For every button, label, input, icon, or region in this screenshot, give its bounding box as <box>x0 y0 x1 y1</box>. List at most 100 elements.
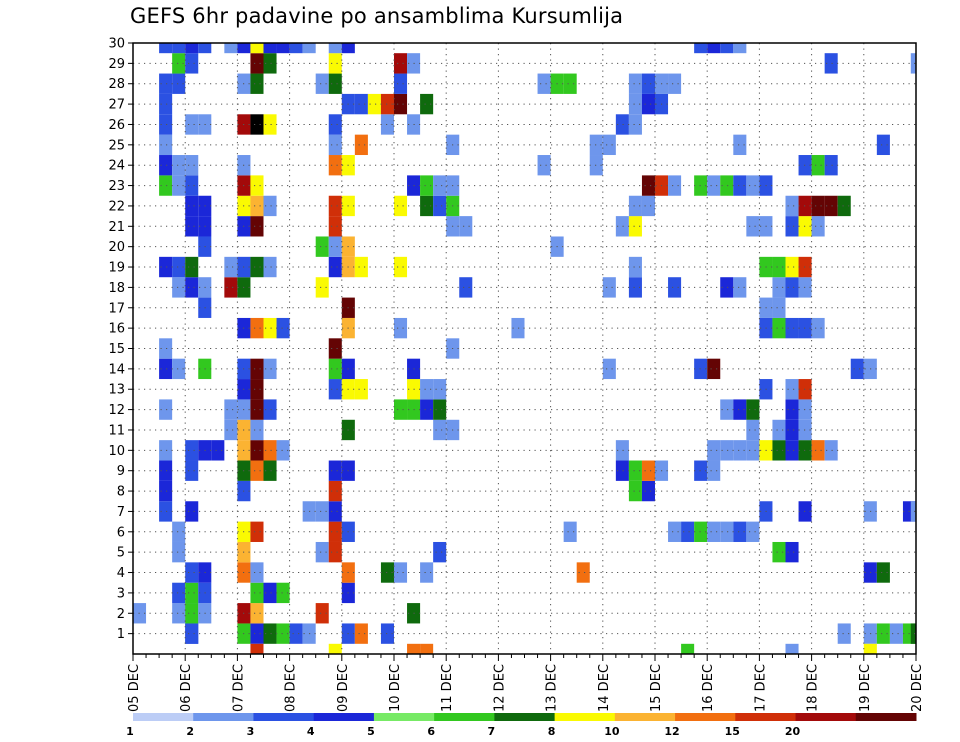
heatmap-cell <box>785 643 799 654</box>
x-tick-label: 16 DEC <box>701 664 716 712</box>
heatmap-cell <box>641 175 655 196</box>
heatmap-cell <box>785 195 799 217</box>
heatmap-cell <box>459 216 473 237</box>
heatmap-cell <box>694 43 708 54</box>
x-tick-label: 05 DEC <box>127 664 142 712</box>
heatmap-cell <box>772 297 786 318</box>
heatmap-cell <box>159 399 173 420</box>
heatmap-cell <box>628 216 642 237</box>
heatmap-cell <box>328 379 342 400</box>
heatmap-cell <box>328 480 342 502</box>
heatmap-cell <box>420 562 434 583</box>
heatmap-cell <box>263 53 277 74</box>
heatmap-cell <box>681 643 695 654</box>
heatmap-cell <box>172 277 186 298</box>
heatmap-cell <box>420 175 434 196</box>
heatmap-cell <box>159 338 173 359</box>
heatmap-cell <box>707 460 721 481</box>
heatmap-cell <box>628 73 642 94</box>
y-tick-label: 27 <box>108 98 125 113</box>
heatmap-cell <box>159 501 173 522</box>
colorbar-label: 15 <box>725 725 740 738</box>
y-tick-label: 6 <box>117 525 125 540</box>
heatmap-cell <box>668 73 682 94</box>
heatmap-cell <box>185 623 199 644</box>
heatmap-cell <box>328 541 342 563</box>
heatmap-cell <box>785 277 799 298</box>
x-tick-label: 13 DEC <box>545 664 560 712</box>
heatmap-cell <box>785 317 799 339</box>
x-tick-label: 07 DEC <box>231 664 246 712</box>
y-tick-label: 16 <box>108 322 125 337</box>
heatmap-cell <box>433 175 447 196</box>
x-tick-label: 14 DEC <box>597 664 612 712</box>
heatmap-cell <box>250 582 264 604</box>
heatmap-cell <box>328 216 342 237</box>
heatmap-cell <box>668 175 682 196</box>
heatmap-cell <box>720 440 734 461</box>
heatmap-cell <box>315 541 329 563</box>
y-tick-label: 19 <box>108 261 125 276</box>
heatmap-cell <box>250 623 264 644</box>
heatmap-cell <box>250 521 264 542</box>
heatmap-cell <box>720 43 734 54</box>
heatmap-cell <box>720 399 734 420</box>
heatmap-cell <box>250 399 264 420</box>
heatmap-cell <box>250 379 264 400</box>
heatmap-cell <box>380 562 394 583</box>
heatmap-cell <box>628 460 642 481</box>
heatmap-cell <box>628 256 642 278</box>
colorbar-swatch <box>494 713 556 721</box>
heatmap-cell <box>394 93 408 115</box>
heatmap-cell <box>263 317 277 339</box>
heatmap-cell <box>746 175 760 196</box>
heatmap-cell <box>733 134 747 156</box>
heatmap-cell <box>263 623 277 644</box>
heatmap-cell <box>185 216 199 237</box>
heatmap-cell <box>263 440 277 461</box>
heatmap-cell <box>328 358 342 380</box>
heatmap-cell <box>354 134 368 156</box>
y-tick-label: 21 <box>108 220 125 235</box>
heatmap-cell <box>159 155 173 176</box>
heatmap-cell <box>367 93 381 115</box>
heatmap-cell <box>641 93 655 115</box>
y-tick-label: 18 <box>108 281 125 296</box>
heatmap-cell <box>707 521 721 542</box>
colorbar-label: 10 <box>604 725 620 738</box>
x-tick-label: 18 DEC <box>806 664 821 712</box>
heatmap-cell <box>172 541 186 563</box>
heatmap-cell <box>602 358 616 380</box>
heatmap-cell <box>354 379 368 400</box>
heatmap-cell <box>420 643 434 654</box>
heatmap-cell <box>537 73 551 94</box>
y-tick-label: 2 <box>117 607 125 622</box>
x-tick-label: 10 DEC <box>388 664 403 712</box>
heatmap-cell <box>172 256 186 278</box>
colorbar-swatch <box>614 713 676 721</box>
heatmap-cell <box>263 256 277 278</box>
heatmap-cell <box>250 114 264 135</box>
y-tick-label: 7 <box>117 505 125 520</box>
heatmap-cell <box>289 623 303 644</box>
heatmap-cell <box>602 277 616 298</box>
heatmap-cell <box>407 643 421 654</box>
heatmap-cell <box>785 440 799 461</box>
heatmap-cell <box>159 460 173 481</box>
heatmap-cell <box>824 53 838 74</box>
heatmap-cell <box>185 582 199 604</box>
heatmap-cell <box>837 623 851 644</box>
y-tick-label: 28 <box>108 77 125 92</box>
heatmap-cell <box>811 440 825 461</box>
colorbar-swatch <box>253 713 315 721</box>
heatmap-cell <box>733 521 747 542</box>
heatmap-cell <box>263 195 277 217</box>
x-tick-label: 20 DEC <box>910 664 925 712</box>
heatmap-cell <box>250 256 264 278</box>
heatmap-cell <box>276 623 290 644</box>
heatmap-cell <box>302 43 316 54</box>
heatmap-cell <box>433 379 447 400</box>
heatmap-cell <box>602 134 616 156</box>
heatmap-cell <box>250 562 264 583</box>
heatmap-cell <box>785 256 799 278</box>
